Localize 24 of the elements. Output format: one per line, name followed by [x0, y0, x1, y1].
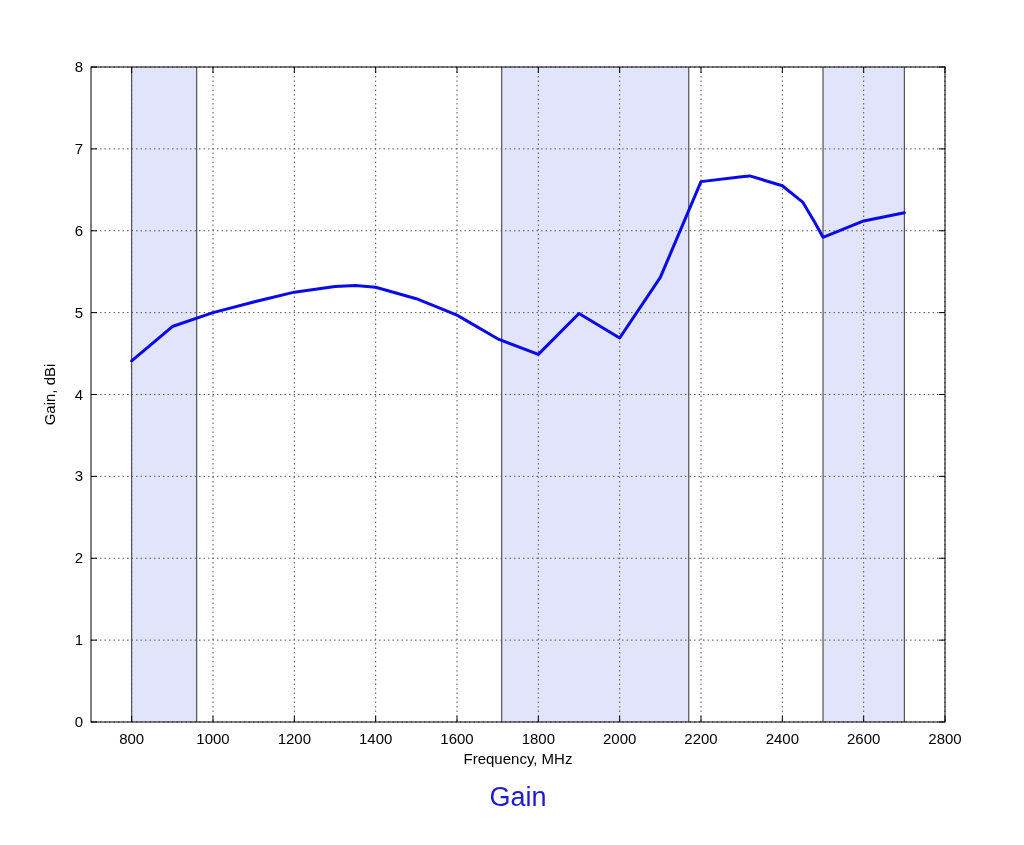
y-tick-label: 1 — [74, 631, 83, 649]
x-axis-title: Frequency, MHz — [463, 750, 573, 767]
y-tick-label: 2 — [74, 549, 83, 567]
x-tick-label: 800 — [119, 730, 145, 747]
x-tick-label: 2000 — [602, 730, 637, 747]
y-tick-label: 3 — [74, 467, 83, 485]
x-tick-label: 1800 — [521, 730, 556, 747]
y-tick-label: 6 — [74, 221, 83, 239]
y-tick-label: 8 — [74, 58, 83, 75]
line-series — [130, 174, 906, 363]
y-tick-label: 7 — [74, 139, 83, 157]
x-tick-label: 2600 — [846, 730, 881, 747]
text: Gain — [489, 782, 547, 812]
x-tick-label: 1600 — [440, 730, 474, 747]
y-tick-label: 5 — [74, 303, 83, 321]
x-tick-label: 1400 — [358, 730, 393, 747]
x-tick-label: 2400 — [765, 730, 800, 747]
x-tick-label: 1200 — [277, 730, 312, 747]
y-tick-label: 4 — [74, 385, 83, 403]
x-tick-label: 2200 — [684, 730, 718, 747]
x-tick-label: 1000 — [196, 730, 230, 747]
y-axis-title: Gain, dBi — [41, 363, 58, 426]
x-tick-label: 2800 — [928, 730, 962, 747]
y-tick-label: 0 — [74, 713, 83, 730]
